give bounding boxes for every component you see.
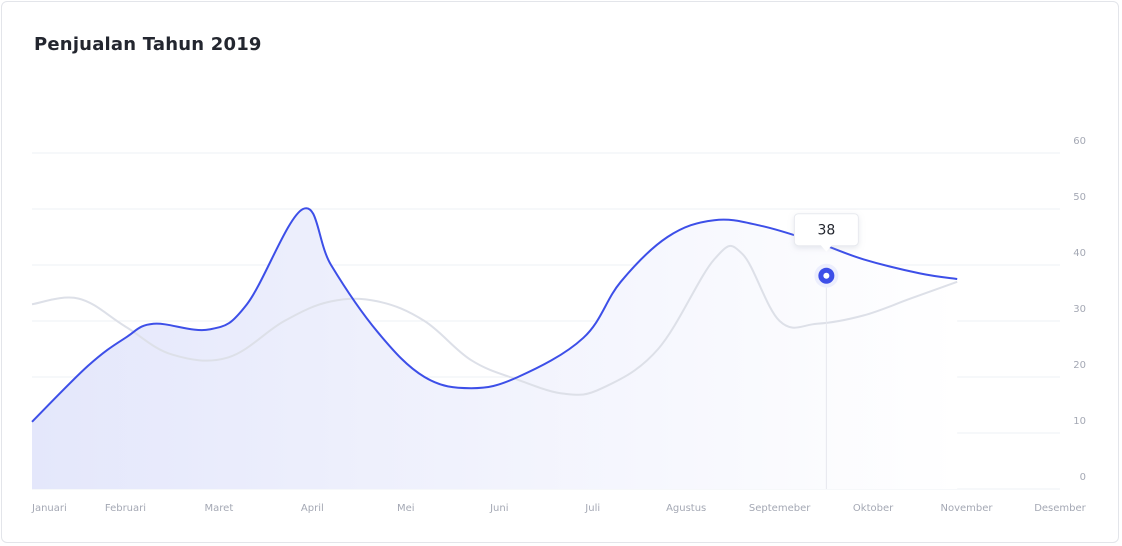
y-tick-label: 60	[1073, 136, 1086, 147]
x-axis-ticks: Januari Februari Maret April Mei Juni Juli Agus…	[31, 503, 1087, 514]
x-tick-label: Oktober	[853, 503, 894, 514]
plot-area	[31, 207, 958, 489]
y-tick-label: 30	[1073, 304, 1086, 315]
x-tick-label: Mei	[397, 503, 415, 514]
y-axis-ticks: 0 10 20 30 40 50 60	[1073, 136, 1086, 483]
series-2-line	[31, 245, 958, 396]
x-tick-label: Februari	[105, 503, 146, 514]
y-tick-label: 40	[1073, 248, 1086, 259]
tooltip-value: 38	[817, 223, 835, 239]
x-tick-label: Desember	[1034, 503, 1086, 514]
tooltip-pointer	[820, 244, 833, 252]
x-tick-label: Juli	[584, 503, 600, 514]
tooltip-marker-center	[823, 272, 830, 279]
series-1-line	[31, 207, 958, 423]
x-tick-label: April	[301, 503, 324, 514]
y-tick-label: 50	[1073, 192, 1086, 203]
chart-title: Penjualan Tahun 2019	[34, 34, 262, 55]
series-1-area	[32, 208, 958, 489]
y-tick-label: 10	[1073, 416, 1086, 427]
x-tick-label: Januari	[31, 503, 67, 514]
y-tick-label: 20	[1073, 360, 1086, 371]
y-tick-label: 0	[1080, 472, 1086, 483]
x-tick-label: November	[941, 503, 994, 514]
x-tick-label: Agustus	[666, 503, 706, 514]
tooltip: 38	[793, 213, 859, 489]
x-tick-label: Maret	[205, 503, 234, 514]
x-tick-label: Septemeber	[749, 503, 811, 514]
x-tick-label: Juni	[489, 503, 508, 514]
